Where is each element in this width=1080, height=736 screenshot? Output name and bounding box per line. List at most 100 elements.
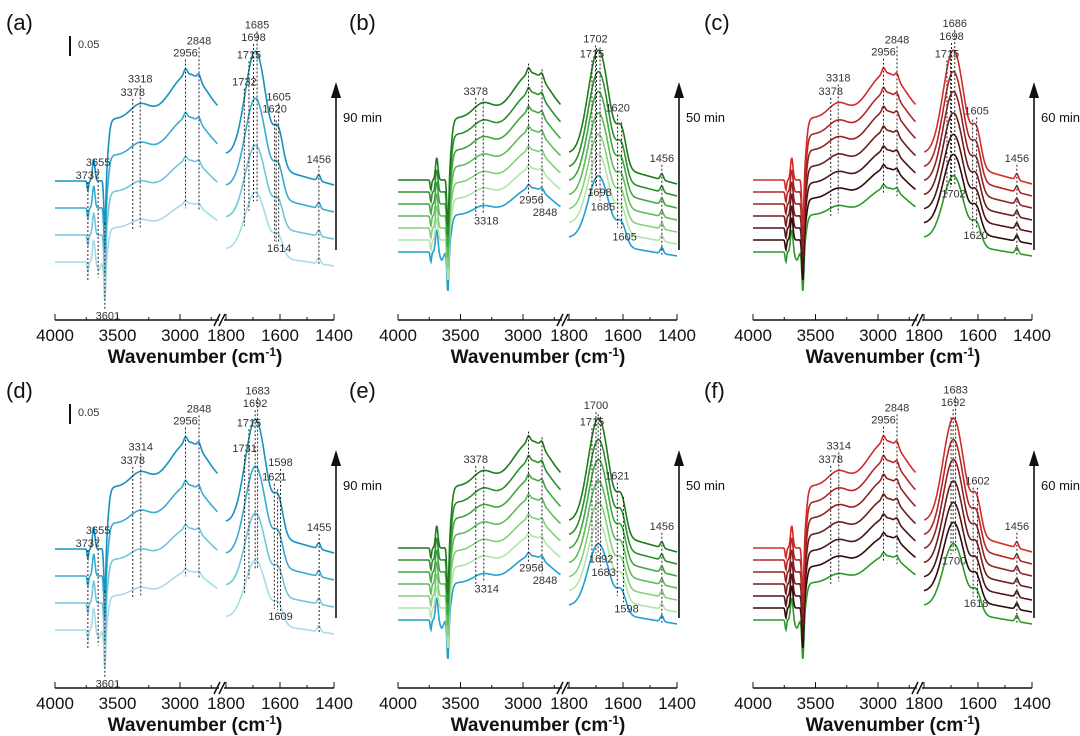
x-tick-label: 1800	[550, 694, 588, 713]
peak-label: 3314	[129, 441, 153, 453]
chart-panel-b: (b) 4000 3500 3000 1800 1600 1400 Wavenumber (c…	[349, 10, 725, 368]
peak-label: 1456	[307, 154, 331, 166]
x-tick-label: 3000	[504, 326, 542, 345]
peak-label: 3655	[86, 525, 110, 537]
spectrum-series-0	[55, 559, 335, 669]
spectrum-series-6	[398, 417, 678, 594]
peak-label: 1702	[583, 34, 607, 46]
x-tick-label: 1800	[905, 694, 943, 713]
peak-label: 1683	[943, 385, 967, 397]
spectrum-series-1	[55, 512, 335, 644]
spectrum-series-1	[398, 521, 678, 649]
peak-label: 1598	[268, 457, 292, 469]
panel-title: (d)	[6, 378, 33, 403]
spectrum-series-0	[55, 191, 335, 301]
peak-label: 1700	[942, 555, 966, 567]
x-tick-label: 3500	[797, 326, 835, 345]
peak-label: 1605	[964, 105, 988, 117]
peak-label: 1686	[943, 18, 967, 30]
spectrum-series-3	[398, 480, 678, 627]
spectrum-series-2	[55, 465, 335, 619]
peak-label: 1456	[650, 521, 674, 533]
panel-title: (c)	[704, 10, 730, 35]
x-tick-label: 1400	[315, 694, 353, 713]
spectrum-series-1	[753, 153, 1033, 281]
x-tick-label: 1600	[261, 326, 299, 345]
peak-label: 1620	[605, 103, 629, 115]
peak-label: 2848	[885, 402, 909, 414]
spectrum-series-1	[55, 144, 335, 276]
chart-panel-f: (f) 4000 3500 3000 1800 1600 1400 Wavenumber (c…	[704, 378, 1080, 736]
axis-break-mark	[213, 313, 226, 327]
panel-title: (e)	[349, 378, 376, 403]
peak-label: 1683	[245, 386, 269, 398]
x-tick-label: 4000	[36, 694, 74, 713]
x-tick-label: 1800	[207, 694, 245, 713]
peak-label: 3318	[826, 73, 850, 85]
arrow-head-icon	[1029, 82, 1039, 98]
x-axis-label: Wavenumber (cm-1)	[451, 713, 626, 736]
x-tick-label: 4000	[734, 326, 772, 345]
peak-label: 3655	[86, 157, 110, 169]
peak-label: 3378	[464, 454, 488, 466]
spectrum-series-2	[398, 501, 678, 638]
x-tick-label: 3500	[797, 694, 835, 713]
peak-label: 1732	[232, 77, 256, 89]
spectrum-series-4	[398, 90, 678, 248]
arrow-head-icon	[331, 450, 341, 466]
x-tick-label: 3000	[161, 326, 199, 345]
chart-panel-a: (a) 4000 3500 3000 1800 1600 1400 Wavenumber (c…	[6, 10, 382, 368]
peak-label: 1683	[591, 567, 615, 579]
peak-label: 1620	[963, 230, 987, 242]
spectrum-series-4	[753, 90, 1033, 248]
peak-label: 2956	[519, 563, 543, 575]
peak-label: 2956	[871, 47, 895, 59]
peak-label: 1605	[612, 231, 636, 243]
x-tick-label: 1600	[959, 326, 997, 345]
x-tick-label: 1800	[905, 326, 943, 345]
peak-label: 1620	[262, 104, 286, 116]
peak-label: 2956	[519, 195, 543, 207]
peak-label: 1456	[1005, 153, 1029, 165]
axis-break-mark	[556, 681, 569, 695]
peak-label: 3378	[819, 454, 843, 466]
panel-title: (b)	[349, 10, 376, 35]
arrow-head-icon	[674, 82, 684, 98]
x-axis-label: Wavenumber (cm-1)	[451, 345, 626, 368]
x-tick-label: 3000	[859, 326, 897, 345]
spectrum-series-3	[753, 112, 1033, 259]
x-axis-label: Wavenumber (cm-1)	[108, 345, 283, 368]
spectrum-series-5	[753, 70, 1033, 237]
x-tick-label: 4000	[379, 326, 417, 345]
peak-label: 3601	[96, 311, 120, 323]
peak-label: 1692	[941, 397, 965, 409]
peak-label: 1456	[650, 153, 674, 165]
spectrum-series-4	[398, 458, 678, 616]
peak-label: 1455	[307, 522, 331, 534]
axis-break-mark	[213, 681, 226, 695]
peak-label: 1715	[935, 48, 959, 60]
peak-label: 1698	[939, 31, 963, 43]
spectrum-series-5	[398, 438, 678, 605]
peak-label: 3314	[475, 583, 499, 595]
peak-label: 2848	[187, 35, 211, 47]
spectrum-series-3	[55, 50, 335, 227]
spectrum-series-0	[753, 174, 1033, 292]
x-tick-label: 1800	[207, 326, 245, 345]
peak-label: 2848	[187, 403, 211, 415]
peak-label: 3314	[827, 440, 851, 452]
axis-break-mark	[556, 313, 569, 327]
panel-title: (f)	[704, 378, 725, 403]
x-tick-label: 3000	[161, 694, 199, 713]
peak-label: 1621	[605, 471, 629, 483]
x-tick-label: 1400	[658, 694, 696, 713]
peak-label: 1621	[262, 472, 286, 484]
peak-label: 1598	[614, 603, 638, 615]
x-tick-label: 1400	[315, 326, 353, 345]
chart-panel-e: (e) 4000 3500 3000 1800 1600 1400 Wavenumber (c…	[349, 378, 725, 736]
x-tick-label: 1600	[959, 694, 997, 713]
scale-bar-label: 0.05	[78, 39, 99, 51]
arrow-head-icon	[331, 82, 341, 98]
peak-label: 1685	[591, 202, 615, 214]
